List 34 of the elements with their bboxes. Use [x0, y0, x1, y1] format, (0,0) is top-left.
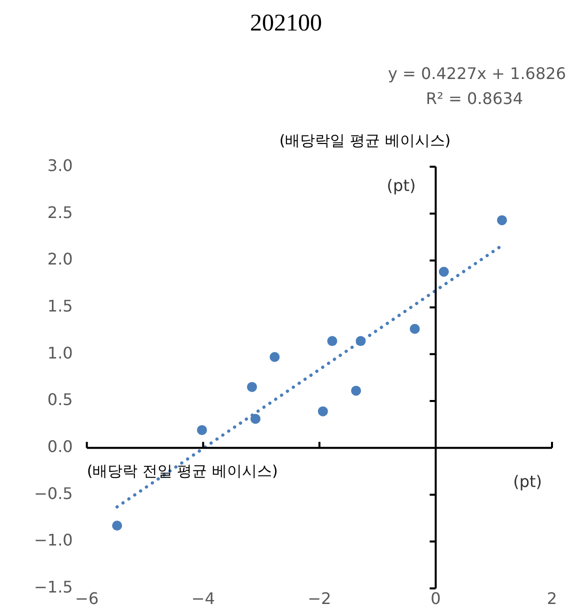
point — [318, 406, 328, 416]
y-tick-label: 3.0 — [47, 156, 73, 175]
y-tick-label: 2.5 — [47, 202, 73, 222]
text: y = 0.4227x + 1.6826 — [388, 64, 566, 84]
point — [270, 352, 280, 362]
point — [112, 520, 122, 531]
annotation: (pt) — [386, 176, 416, 195]
x-tick-label: 2 — [546, 589, 558, 608]
x-tick-label: 0 — [430, 589, 441, 608]
point — [327, 336, 338, 346]
x-axis-title: (배당락 전일 평균 베이시스) — [86, 462, 278, 480]
point — [438, 266, 449, 277]
y-axis-title: (배당락일 평균 베이시스) — [279, 132, 451, 150]
x-tick-label: −2 — [308, 589, 332, 608]
point — [356, 336, 366, 346]
annotation: (pt) — [513, 472, 542, 492]
y-tick-label: −0.5 — [34, 484, 73, 503]
point — [351, 386, 362, 396]
point — [410, 324, 420, 334]
point — [246, 382, 257, 392]
point — [196, 425, 207, 436]
y-tick-label: 0.0 — [47, 437, 73, 456]
y-tick-label: 2.0 — [47, 250, 73, 269]
x-tick-label: −4 — [191, 589, 215, 608]
point — [250, 414, 260, 424]
point — [496, 215, 507, 226]
y-tick-label: 1.5 — [47, 296, 73, 316]
y-tick-label: 0.5 — [47, 390, 73, 410]
chart-title: 202100 — [250, 10, 322, 37]
y-tick-label: −1.0 — [34, 530, 73, 550]
y-tick-label: −1.5 — [34, 578, 73, 597]
text: R² = 0.8634 — [426, 89, 523, 108]
x-tick-label: −6 — [75, 589, 99, 608]
y-tick-label: 1.0 — [47, 343, 73, 362]
